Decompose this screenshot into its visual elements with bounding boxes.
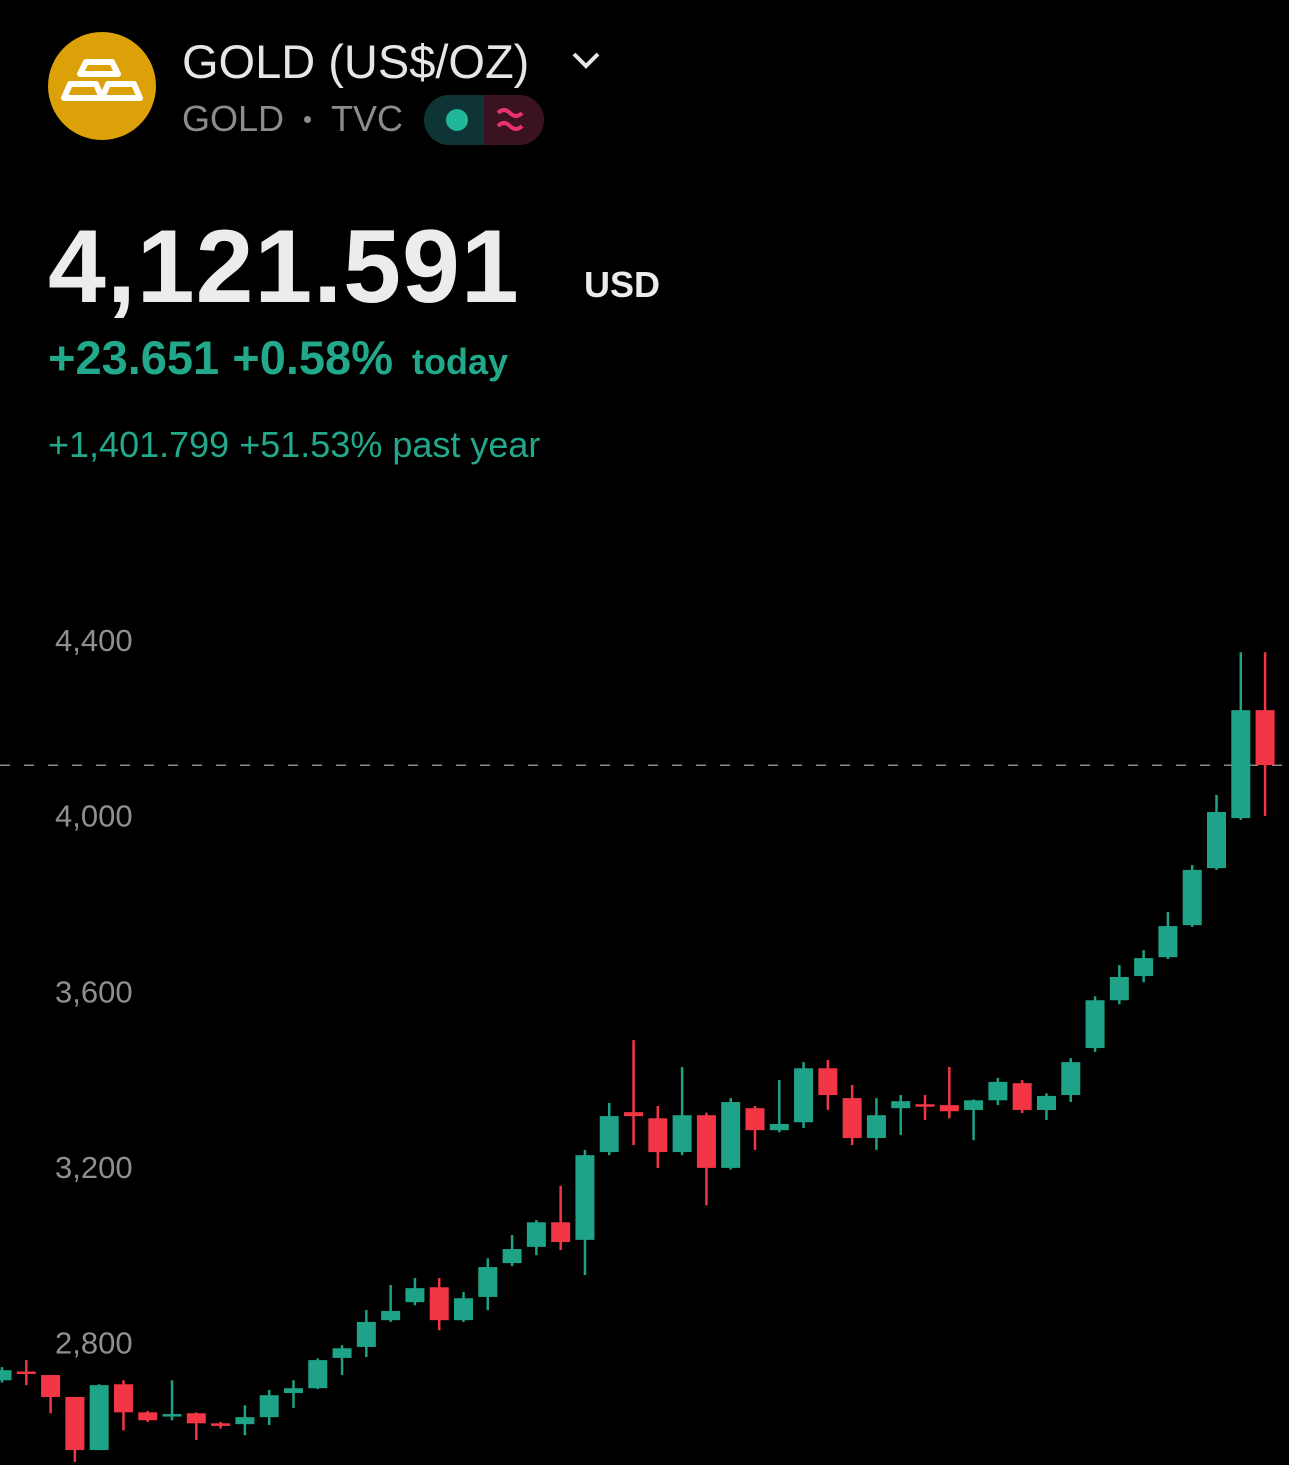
title[interactable]: GOLD (US$/OZ) <box>182 35 530 88</box>
candle-body <box>1061 1062 1081 1096</box>
subtitle: GOLD TVC <box>182 98 403 140</box>
candle-body <box>842 1098 862 1139</box>
dropdown-chevron[interactable] <box>572 52 600 69</box>
candle-body <box>721 1102 741 1168</box>
candle-body <box>16 1371 36 1375</box>
candle-body <box>113 1384 133 1413</box>
symbol: GOLD <box>182 98 285 139</box>
candle-body <box>891 1101 911 1109</box>
candle-body <box>1085 1000 1105 1049</box>
candle-body <box>575 1155 595 1240</box>
price: 4,121.591 <box>48 209 520 325</box>
candle-body <box>1182 869 1202 926</box>
candle-body <box>915 1104 935 1107</box>
candle-body <box>745 1108 765 1131</box>
gold-icon <box>48 32 156 140</box>
candle-body <box>381 1310 401 1321</box>
candle-body <box>162 1414 182 1417</box>
period: today <box>412 341 509 382</box>
candle-body <box>429 1287 449 1321</box>
y-tick-label: 2,800 <box>55 1325 133 1360</box>
candle-body <box>624 1112 644 1117</box>
candle-body <box>988 1081 1008 1101</box>
delayed-icon <box>496 108 524 131</box>
candle-body <box>405 1288 425 1303</box>
candle-body <box>478 1267 498 1297</box>
candle-body <box>356 1321 376 1347</box>
candle-body <box>332 1348 352 1358</box>
candle-body <box>794 1068 814 1123</box>
y-tick-label: 3,600 <box>55 974 133 1009</box>
candle-body <box>1207 811 1226 869</box>
candle-body <box>672 1115 692 1153</box>
y-tick-label: 4,400 <box>55 623 133 658</box>
gold-bars <box>61 59 143 101</box>
candle-body <box>502 1249 522 1264</box>
candle-body <box>1158 926 1178 958</box>
candle-body <box>454 1298 474 1321</box>
candle-body <box>259 1395 279 1418</box>
year-period: past year <box>392 424 541 465</box>
candle-body <box>964 1100 984 1110</box>
y-tick-label: 3,200 <box>55 1150 133 1185</box>
candle-body <box>818 1068 838 1096</box>
candle-body <box>283 1388 303 1394</box>
year-change: +1,401.799 <box>48 424 230 465</box>
candle-body <box>1255 710 1275 766</box>
candle-body <box>648 1118 668 1153</box>
year-change-percent: +51.53% <box>239 424 383 465</box>
candle-body <box>769 1124 789 1131</box>
candle-body <box>89 1385 109 1451</box>
market-open-dot <box>446 109 468 131</box>
candle-body <box>138 1412 158 1421</box>
currency: USD <box>584 264 661 305</box>
candle-body <box>1134 958 1154 977</box>
candle-body <box>551 1222 571 1243</box>
change-year: +1,401.799 +51.53% past year <box>48 424 540 466</box>
candle-body <box>526 1222 546 1247</box>
candle-body <box>939 1105 959 1112</box>
change: +23.651 <box>48 331 220 384</box>
candle-body <box>308 1360 328 1389</box>
y-tick-label: 4,000 <box>55 799 133 834</box>
candle-body <box>599 1116 619 1153</box>
candle-body <box>186 1413 206 1424</box>
exchange: TVC <box>331 98 404 139</box>
change-today: +23.651 +0.58% today <box>48 330 508 385</box>
candle-body <box>1036 1095 1056 1110</box>
candle-body <box>1231 710 1251 819</box>
separator <box>304 115 312 123</box>
change-percent: +0.58% <box>232 331 393 384</box>
candle-body <box>696 1115 716 1168</box>
candle-body <box>65 1396 85 1451</box>
candle-body <box>0 1370 12 1381</box>
candle-body <box>866 1115 886 1139</box>
status-pill-right <box>484 95 544 145</box>
header-icons <box>48 32 600 145</box>
candle-body <box>235 1417 255 1425</box>
candle-body <box>41 1375 61 1397</box>
candle-body <box>211 1423 231 1426</box>
candle-body <box>1109 976 1129 1001</box>
candle-body <box>1012 1083 1032 1110</box>
